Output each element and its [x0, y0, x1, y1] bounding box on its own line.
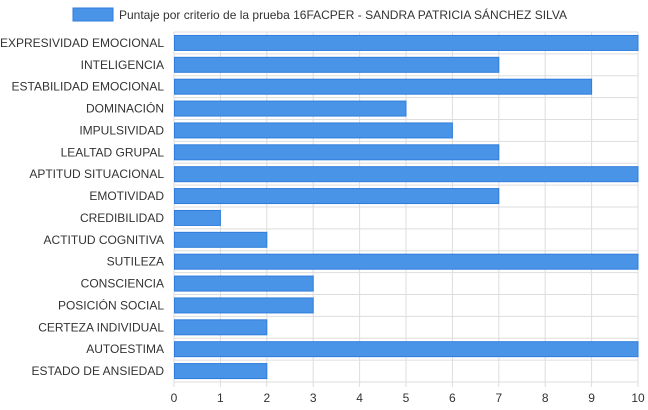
bar[interactable] — [174, 166, 639, 183]
y-tick-label: SUTILEZA — [107, 255, 164, 269]
bar[interactable] — [174, 253, 639, 270]
bar[interactable] — [174, 34, 639, 51]
x-tick-label: 9 — [588, 391, 595, 405]
x-tick-label: 0 — [171, 391, 178, 405]
y-tick-label: POSICIÓN SOCIAL — [58, 297, 164, 312]
x-tick-label: 8 — [542, 391, 549, 405]
y-tick-label: EMOTIVIDAD — [89, 189, 164, 203]
x-tick-label: 4 — [356, 391, 363, 405]
bar[interactable] — [174, 78, 593, 95]
x-tick-label: 6 — [449, 391, 456, 405]
x-tick-label: 5 — [403, 391, 410, 405]
y-tick-label: LEALTAD GRUPAL — [61, 145, 165, 159]
y-tick-label: IMPULSIVIDAD — [79, 123, 164, 137]
y-tick-label: AUTOESTIMA — [86, 342, 164, 356]
grid — [173, 31, 639, 387]
legend-swatch — [72, 7, 114, 22]
y-tick-label: DOMINACIÓN — [86, 101, 164, 116]
y-tick-label: APTITUD SITUACIONAL — [29, 167, 164, 181]
bar[interactable] — [174, 100, 407, 117]
bar[interactable] — [174, 209, 221, 226]
legend-label: Puntaje por criterio de la prueba 16FACP… — [119, 7, 567, 22]
y-tick-label: EXPRESIVIDAD EMOCIONAL — [0, 36, 164, 50]
x-tick-label: 10 — [631, 391, 645, 405]
y-tick-label: CERTEZA INDIVIDUAL — [38, 320, 164, 334]
y-tick-label: ACTITUD COGNITIVA — [44, 233, 164, 247]
bar[interactable] — [174, 144, 500, 161]
y-tick-label: ESTADO DE ANSIEDAD — [32, 364, 165, 378]
bar[interactable] — [174, 341, 639, 358]
bar[interactable] — [174, 122, 453, 139]
x-tick-label: 7 — [495, 391, 502, 405]
x-axis-labels: 0 1 2 3 4 5 6 7 8 9 10 — [171, 391, 645, 405]
bar[interactable] — [174, 231, 268, 248]
y-tick-label: ESTABILIDAD EMOCIONAL — [12, 80, 165, 94]
bar[interactable] — [174, 56, 500, 73]
y-axis-labels: EXPRESIVIDAD EMOCIONAL INTELIGENCIA ESTABI… — [0, 36, 164, 378]
bar[interactable] — [174, 275, 314, 292]
bar[interactable] — [174, 319, 268, 336]
x-tick-label: 2 — [263, 391, 270, 405]
y-tick-label: CONSCIENCIA — [81, 277, 164, 291]
x-tick-label: 3 — [310, 391, 317, 405]
bar[interactable] — [174, 188, 500, 205]
bars — [174, 34, 639, 380]
legend[interactable]: Puntaje por criterio de la prueba 16FACP… — [72, 7, 567, 22]
y-tick-label: CREDIBILIDAD — [80, 211, 164, 225]
bar[interactable] — [174, 363, 268, 380]
x-tick-label: 1 — [217, 391, 224, 405]
y-tick-label: INTELIGENCIA — [81, 58, 164, 72]
bar[interactable] — [174, 297, 314, 314]
